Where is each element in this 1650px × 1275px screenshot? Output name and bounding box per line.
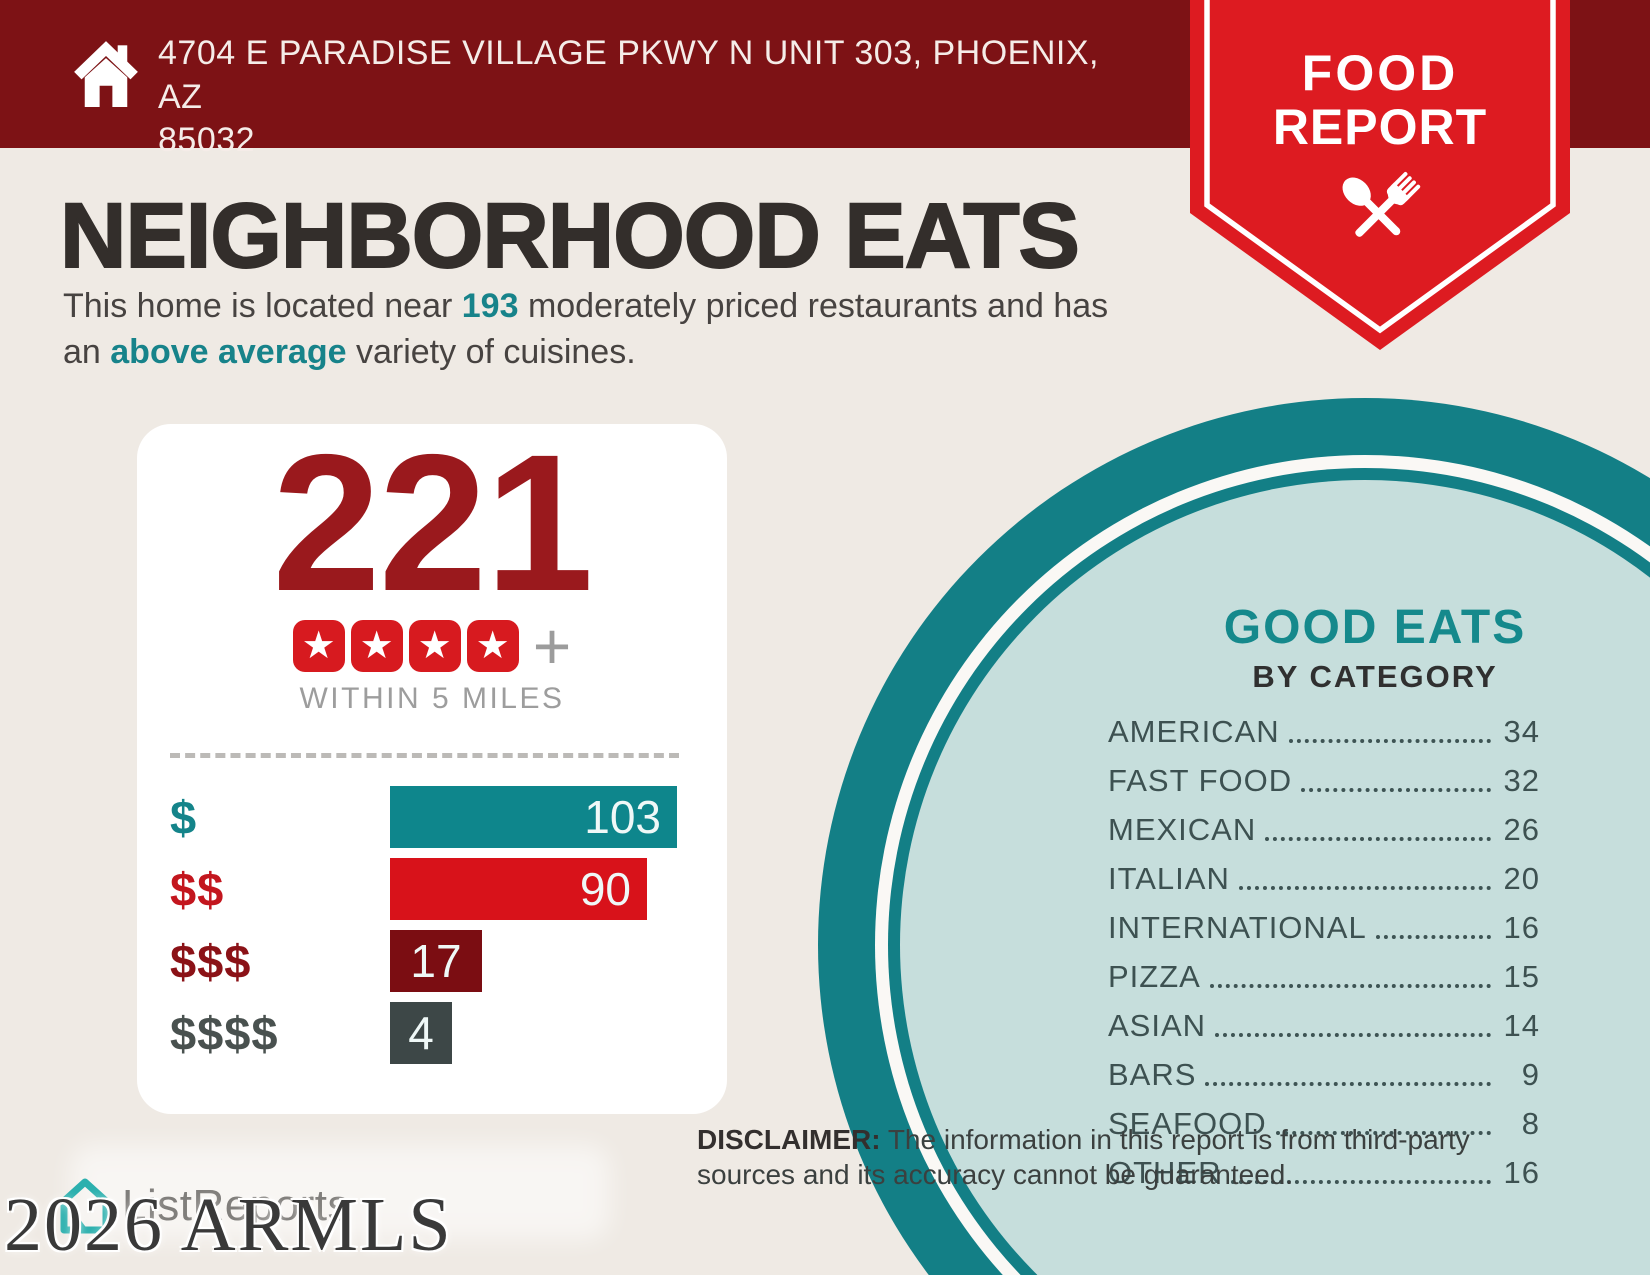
dashed-divider xyxy=(170,753,679,758)
star-icon: ★ xyxy=(350,620,403,672)
price-tier-label: $$$ xyxy=(170,934,252,988)
category-value: 26 xyxy=(1503,812,1540,847)
dotted-leader xyxy=(1215,1033,1491,1037)
price-tier-bar: 103 xyxy=(390,786,677,848)
address-line-1: 4704 E PARADISE VILLAGE PKWY N UNIT 303,… xyxy=(158,34,1099,116)
summary-card: 221 ★ ★ ★ ★ + WITHIN 5 MILES $ 103 $$ 90 $$$… xyxy=(137,424,727,1114)
disclaimer: DISCLAIMER: The information in this repo… xyxy=(697,1122,1555,1192)
good-eats-subtitle: BY CATEGORY xyxy=(1252,659,1498,694)
radius-label: WITHIN 5 MILES xyxy=(299,682,565,715)
intro-segment: moderately priced restaurants and has an xyxy=(63,287,1109,371)
variety-highlight: above average xyxy=(110,332,347,371)
category-row: ITALIAN 20 xyxy=(1108,861,1540,897)
price-tier-value: 4 xyxy=(408,1007,434,1059)
address-line-2: 85032 xyxy=(158,121,256,160)
category-label: PIZZA xyxy=(1108,959,1201,994)
dotted-leader xyxy=(1301,788,1491,792)
intro-text: This home is located near 193 moderately… xyxy=(63,284,1123,376)
disclaimer-label: DISCLAIMER: xyxy=(697,1124,881,1155)
listreports-logo: ListReports xyxy=(60,1178,350,1234)
category-value: 16 xyxy=(1503,1155,1540,1190)
star-icon: ★ xyxy=(466,620,519,672)
price-tier-row: $$$ 17 xyxy=(170,930,679,992)
category-label: INTERNATIONAL xyxy=(1108,910,1367,945)
dotted-leader xyxy=(1265,837,1491,841)
badge-title-line2: REPORT xyxy=(1272,99,1488,155)
category-value: 16 xyxy=(1503,910,1540,945)
category-row: OTHER 16 xyxy=(1108,1155,1540,1191)
category-row: PIZZA 15 xyxy=(1108,959,1540,995)
intro-segment: variety of cuisines. xyxy=(346,332,636,371)
category-row: BARS 9 xyxy=(1108,1057,1540,1093)
dotted-leader xyxy=(1205,1082,1491,1086)
dotted-leader xyxy=(1209,984,1491,988)
listreports-wordmark: ListReports xyxy=(122,1181,351,1230)
price-tier-label: $ xyxy=(170,790,198,844)
badge-ribbon-shape xyxy=(1190,0,1570,350)
price-tier-value: 17 xyxy=(410,935,462,987)
category-value: 14 xyxy=(1503,1008,1540,1043)
disclaimer-text: The information in this report is from t… xyxy=(697,1124,1470,1190)
category-value: 8 xyxy=(1521,1106,1540,1141)
restaurant-total-count: 221 xyxy=(272,414,593,632)
intro-segment: This home is located near xyxy=(63,287,462,325)
spoon-fork-icon xyxy=(1342,171,1421,237)
dotted-leader xyxy=(1288,739,1491,743)
category-value: 9 xyxy=(1521,1057,1540,1092)
dotted-leader xyxy=(1375,935,1491,939)
category-row: FAST FOOD 32 xyxy=(1108,763,1540,799)
price-tier-bar: 90 xyxy=(390,858,647,920)
dotted-leader xyxy=(1275,1131,1491,1135)
page-title: NEIGHBORHOOD EATS xyxy=(59,184,1081,288)
listreports-house-icon xyxy=(60,1178,110,1234)
price-tier-value: 90 xyxy=(579,863,631,915)
category-value: 20 xyxy=(1503,861,1540,896)
category-value: 34 xyxy=(1503,714,1540,749)
category-label: ASIAN xyxy=(1108,1008,1207,1043)
price-tier-bar: 17 xyxy=(390,930,482,992)
price-tier-label: $$ xyxy=(170,862,225,916)
category-value: 15 xyxy=(1503,959,1540,994)
category-row: AMERICAN 34 xyxy=(1108,714,1540,750)
category-label: ITALIAN xyxy=(1108,861,1230,896)
home-icon xyxy=(74,41,138,107)
good-eats-title: GOOD EATS xyxy=(1223,601,1527,654)
good-eats-heading: GOOD EATS BY CATEGORY xyxy=(1140,600,1610,695)
price-tier-row: $$ 90 xyxy=(170,858,679,920)
plus-sign: + xyxy=(532,609,572,683)
price-tier-row: $$$$ 4 xyxy=(170,1002,679,1064)
star-icon: ★ xyxy=(408,620,461,672)
property-address: 4704 E PARADISE VILLAGE PKWY N UNIT 303,… xyxy=(158,32,1148,163)
category-label: OTHER xyxy=(1108,1155,1222,1190)
category-row: ASIAN 14 xyxy=(1108,1008,1540,1044)
price-tier-bar-chart: $ 103 $$ 90 $$$ 17 $$$$ 4 xyxy=(170,786,679,1074)
category-row: SEAFOOD 8 xyxy=(1108,1106,1540,1142)
category-row: MEXICAN 26 xyxy=(1108,812,1540,848)
category-list: AMERICAN 34 FAST FOOD 32 MEXICAN 26 ITALIAN… xyxy=(1108,714,1540,1204)
star-icon: ★ xyxy=(292,620,345,672)
food-report-badge: FOOD REPORT xyxy=(1190,0,1570,356)
star-rating: ★ ★ ★ ★ + xyxy=(137,609,727,683)
category-row: INTERNATIONAL 16 xyxy=(1108,910,1540,946)
category-label: SEAFOOD xyxy=(1108,1106,1267,1141)
dotted-leader xyxy=(1238,886,1491,890)
category-label: AMERICAN xyxy=(1108,714,1280,749)
armls-watermark: 2026 ARMLS xyxy=(4,1183,453,1267)
category-label: BARS xyxy=(1108,1057,1197,1092)
price-tier-label: $$$$ xyxy=(170,1006,279,1060)
watermark-glow xyxy=(70,1145,610,1240)
category-value: 32 xyxy=(1503,763,1540,798)
price-tier-bar: 4 xyxy=(390,1002,452,1064)
dotted-leader xyxy=(1230,1180,1491,1184)
price-tier-value: 103 xyxy=(584,791,661,843)
price-tier-row: $ 103 xyxy=(170,786,679,848)
category-label: FAST FOOD xyxy=(1108,763,1293,798)
restaurant-count-highlight: 193 xyxy=(461,287,519,325)
badge-title-line1: FOOD xyxy=(1301,45,1459,101)
category-label: MEXICAN xyxy=(1108,812,1257,847)
